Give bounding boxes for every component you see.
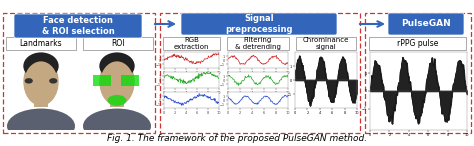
Ellipse shape xyxy=(23,52,59,80)
FancyBboxPatch shape xyxy=(227,37,289,50)
FancyBboxPatch shape xyxy=(388,13,464,35)
Text: ROI: ROI xyxy=(111,39,125,48)
Text: Filtering
& detrending: Filtering & detrending xyxy=(235,37,281,50)
Ellipse shape xyxy=(83,108,151,144)
FancyBboxPatch shape xyxy=(6,37,76,50)
FancyBboxPatch shape xyxy=(14,14,142,38)
Text: PulseGAN: PulseGAN xyxy=(401,20,451,28)
Text: rPPG pulse: rPPG pulse xyxy=(397,39,438,48)
FancyBboxPatch shape xyxy=(83,37,153,50)
Text: RGB
extraction: RGB extraction xyxy=(174,37,209,50)
Text: Landmarks: Landmarks xyxy=(20,39,62,48)
Text: Face detection
& ROI selection: Face detection & ROI selection xyxy=(42,16,114,36)
Ellipse shape xyxy=(49,78,57,84)
FancyBboxPatch shape xyxy=(369,37,466,50)
Bar xyxy=(34,93,48,107)
Bar xyxy=(121,75,139,86)
Ellipse shape xyxy=(100,52,135,80)
Ellipse shape xyxy=(100,58,135,106)
Ellipse shape xyxy=(24,61,58,105)
Bar xyxy=(92,75,111,86)
Ellipse shape xyxy=(7,108,75,144)
Text: Chrominance
signal: Chrominance signal xyxy=(303,37,349,50)
Ellipse shape xyxy=(100,61,134,105)
Text: Signal
preprocessing: Signal preprocessing xyxy=(225,14,293,34)
FancyBboxPatch shape xyxy=(163,37,220,50)
Ellipse shape xyxy=(25,78,33,84)
Ellipse shape xyxy=(108,95,127,106)
FancyBboxPatch shape xyxy=(181,13,337,35)
Ellipse shape xyxy=(23,58,59,106)
Text: Fig. 1. The framework of the proposed PulseGAN method.: Fig. 1. The framework of the proposed Pu… xyxy=(107,134,367,143)
Bar xyxy=(110,93,124,107)
FancyBboxPatch shape xyxy=(296,37,356,50)
